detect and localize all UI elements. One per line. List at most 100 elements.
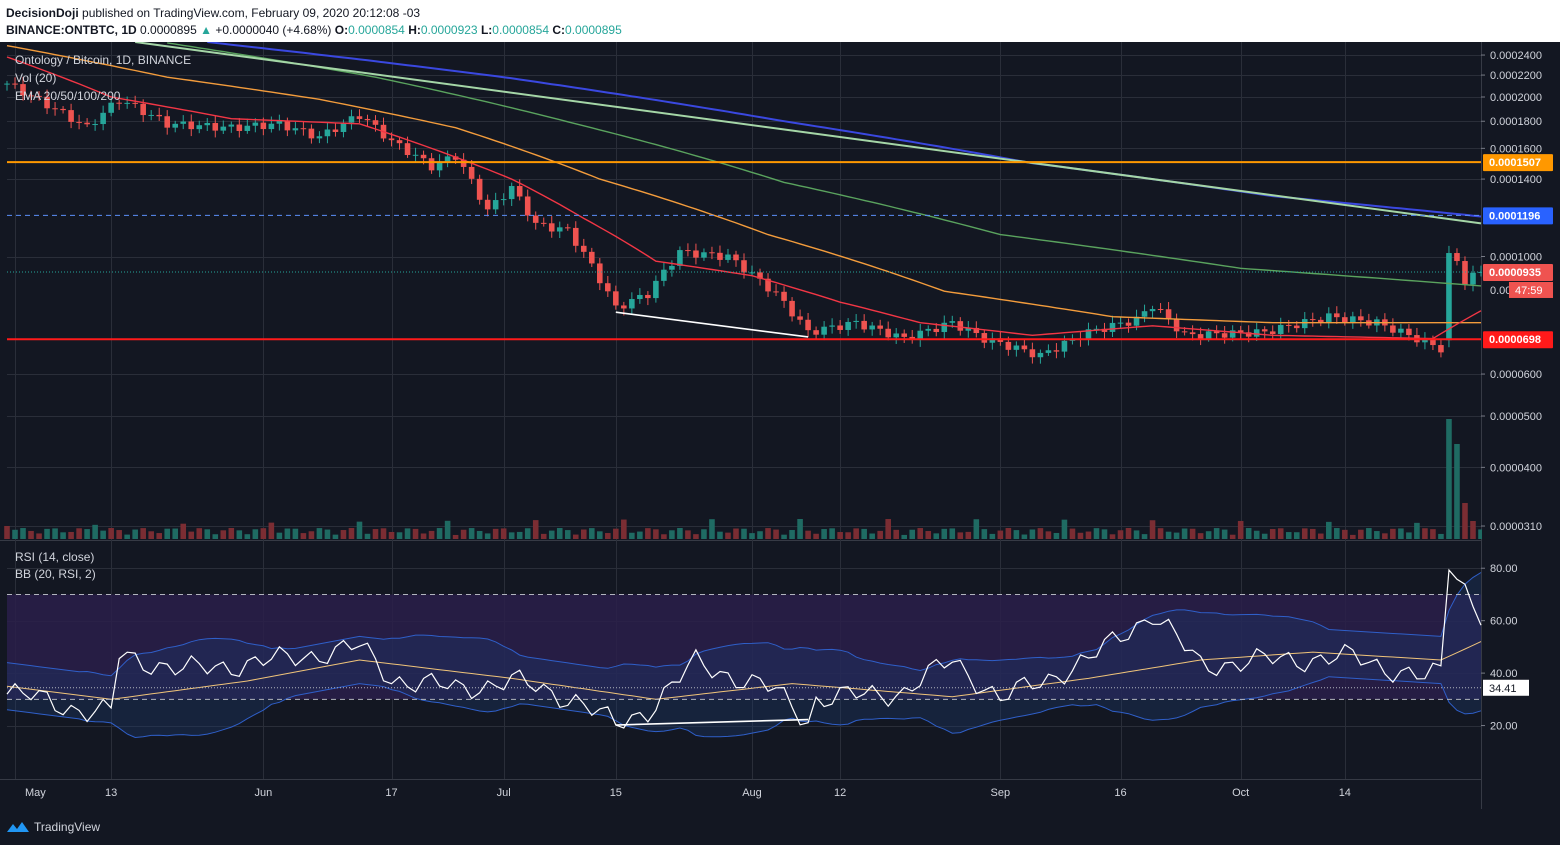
descending-trendline[interactable] — [135, 42, 1482, 225]
candle[interactable] — [709, 246, 715, 260]
candle[interactable] — [749, 265, 755, 277]
candle[interactable] — [781, 286, 787, 308]
price-axis-badge[interactable]: 0.0001196 — [1483, 207, 1553, 225]
candle[interactable] — [316, 131, 323, 144]
candle[interactable] — [548, 216, 555, 238]
rsi-legend[interactable]: RSI (14, close) — [15, 550, 95, 564]
candle[interactable] — [661, 262, 667, 287]
candle[interactable] — [60, 106, 66, 114]
candle[interactable] — [1390, 318, 1396, 337]
candle[interactable] — [52, 102, 58, 116]
candle[interactable] — [893, 328, 899, 344]
candle[interactable] — [1109, 315, 1116, 337]
candle[interactable] — [1141, 304, 1148, 323]
candle[interactable] — [428, 153, 435, 174]
candle[interactable] — [1446, 245, 1452, 348]
candle[interactable] — [188, 114, 195, 137]
candle[interactable] — [412, 147, 419, 162]
candle[interactable] — [324, 122, 331, 144]
candle[interactable] — [1053, 343, 1060, 359]
candle[interactable] — [821, 321, 827, 341]
candle[interactable] — [236, 118, 243, 138]
bb-legend[interactable]: BB (20, RSI, 2) — [15, 567, 96, 581]
candle[interactable] — [108, 96, 114, 117]
candle[interactable] — [68, 103, 74, 129]
candle[interactable] — [629, 292, 635, 314]
candle[interactable] — [84, 118, 90, 128]
candle[interactable] — [268, 116, 275, 133]
candle[interactable] — [1326, 307, 1332, 329]
tradingview-logo-icon[interactable] — [6, 819, 30, 835]
candle[interactable] — [637, 288, 643, 304]
candle[interactable] — [1125, 318, 1132, 333]
candle[interactable] — [396, 136, 403, 150]
tradingview-brand[interactable]: TradingView — [34, 820, 101, 834]
ema-legend[interactable]: EMA 20/50/100/200 — [15, 89, 121, 103]
candle[interactable] — [204, 118, 211, 132]
candle[interactable] — [1350, 311, 1356, 329]
candle[interactable] — [572, 221, 579, 253]
candle[interactable] — [797, 309, 803, 325]
candle[interactable] — [1013, 341, 1020, 357]
candle[interactable] — [1101, 322, 1108, 339]
candle[interactable] — [276, 114, 283, 131]
candle[interactable] — [901, 329, 908, 343]
candle[interactable] — [1261, 326, 1268, 339]
candle[interactable] — [693, 243, 699, 265]
candle[interactable] — [92, 119, 98, 131]
candle[interactable] — [1165, 302, 1172, 325]
candle[interactable] — [1470, 265, 1476, 292]
candle[interactable] — [180, 115, 187, 130]
candle[interactable] — [1045, 344, 1052, 356]
candle[interactable] — [28, 90, 34, 103]
candle[interactable] — [36, 91, 42, 101]
candle[interactable] — [20, 76, 26, 101]
price-divergence-line[interactable] — [615, 311, 809, 338]
price-axis-badge[interactable]: 0.0000935 — [1483, 263, 1553, 281]
candle[interactable] — [340, 119, 347, 138]
candle[interactable] — [845, 318, 851, 336]
candle[interactable] — [540, 217, 547, 227]
candle[interactable] — [1197, 327, 1204, 346]
candle[interactable] — [1269, 325, 1276, 340]
candle[interactable] — [1221, 326, 1228, 344]
candle[interactable] — [580, 238, 587, 258]
candle[interactable] — [500, 193, 507, 206]
candle[interactable] — [613, 285, 619, 310]
candle[interactable] — [925, 325, 932, 337]
candle[interactable] — [508, 182, 515, 207]
price-legend-title[interactable]: Ontology / Bitcoin, 1D, BINANCE — [15, 53, 192, 67]
author-name[interactable]: DecisionDoji — [6, 6, 79, 20]
candle[interactable] — [1117, 317, 1124, 328]
candle[interactable] — [116, 99, 122, 110]
candle[interactable] — [717, 245, 723, 267]
candle[interactable] — [1358, 309, 1364, 327]
candle[interactable] — [1213, 325, 1220, 340]
candle[interactable] — [1398, 323, 1404, 340]
candle[interactable] — [653, 275, 659, 303]
candle[interactable] — [100, 105, 106, 131]
candle[interactable] — [220, 120, 227, 135]
candle[interactable] — [468, 159, 475, 185]
candle[interactable] — [589, 247, 595, 268]
candle[interactable] — [364, 114, 371, 127]
candle[interactable] — [861, 314, 867, 333]
candle[interactable] — [773, 284, 779, 297]
candle[interactable] — [965, 321, 972, 338]
candle[interactable] — [645, 291, 651, 306]
candle[interactable] — [733, 250, 739, 267]
ema20-line[interactable] — [6, 56, 1482, 340]
candle[interactable] — [1029, 342, 1036, 364]
candle[interactable] — [877, 319, 883, 336]
candle[interactable] — [1438, 338, 1444, 358]
candle[interactable] — [564, 223, 571, 231]
candle[interactable] — [1317, 316, 1324, 327]
candle[interactable] — [1037, 349, 1044, 364]
candle[interactable] — [1157, 303, 1164, 314]
candle[interactable] — [853, 314, 859, 329]
candle[interactable] — [1149, 305, 1156, 319]
candle[interactable] — [989, 332, 996, 350]
candle[interactable] — [1085, 322, 1092, 346]
candle[interactable] — [300, 121, 307, 136]
candle[interactable] — [460, 153, 467, 174]
